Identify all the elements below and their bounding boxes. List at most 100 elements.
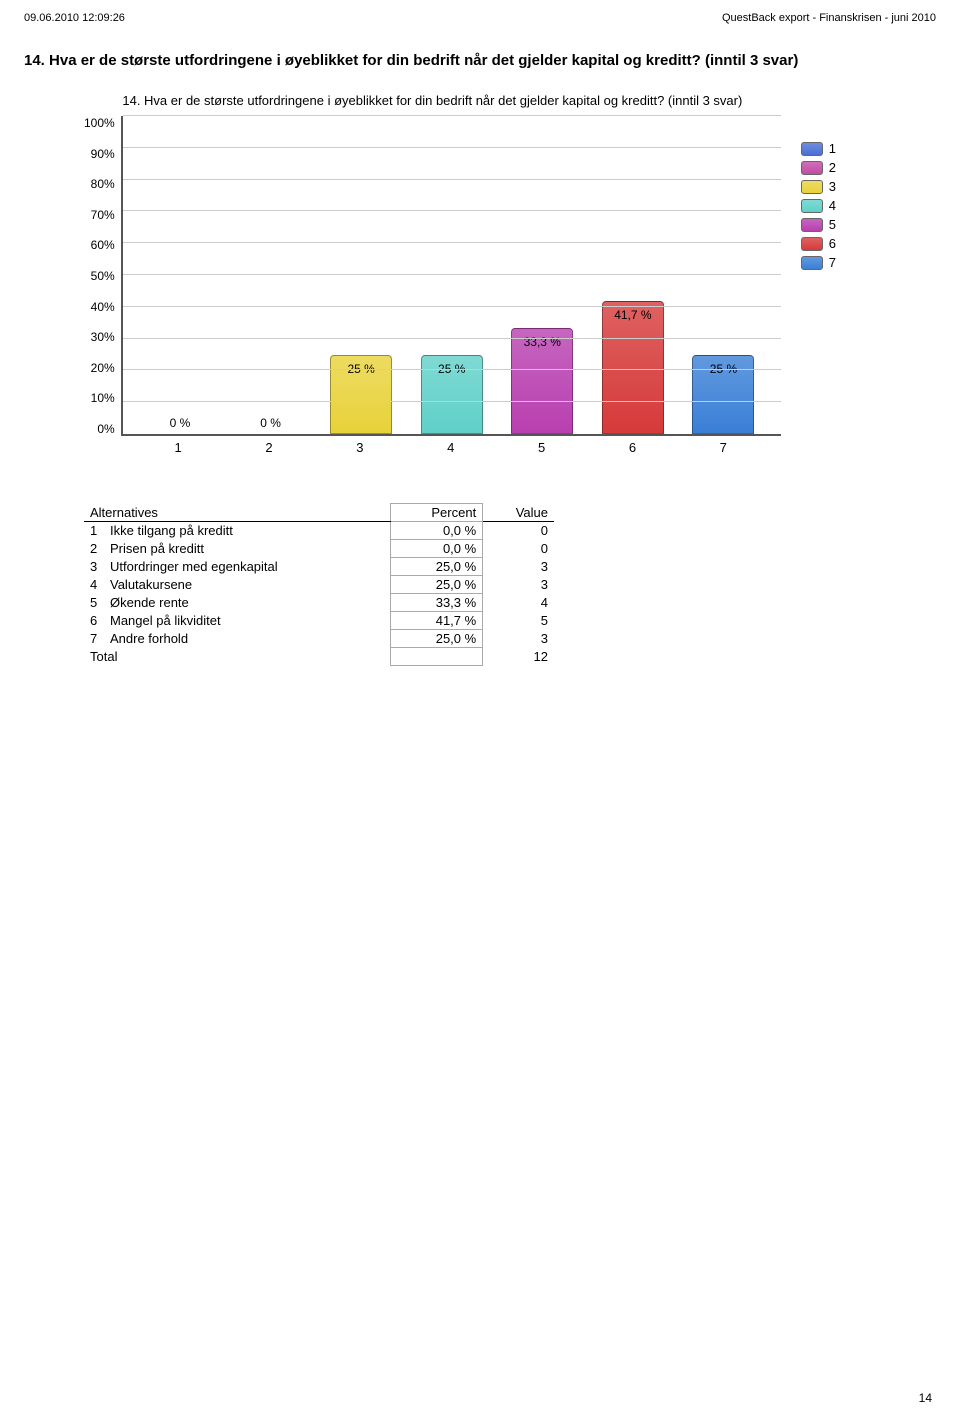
y-tick-label: 70% bbox=[84, 208, 115, 222]
legend-swatch bbox=[801, 256, 823, 270]
bar: 33,3 % bbox=[511, 328, 573, 434]
question-title: 14. Hva er de største utfordringene i øy… bbox=[24, 52, 936, 69]
table-row: 2Prisen på kreditt0,0 %0 bbox=[84, 540, 554, 558]
col-percent: Percent bbox=[391, 504, 483, 522]
x-tick-label: 6 bbox=[587, 440, 678, 455]
legend-label: 1 bbox=[829, 141, 836, 156]
row-percent: 25,0 % bbox=[391, 630, 483, 648]
bar-slot: 41,7 % bbox=[588, 116, 679, 434]
legend-label: 7 bbox=[829, 255, 836, 270]
legend-label: 2 bbox=[829, 160, 836, 175]
y-tick-label: 80% bbox=[84, 177, 115, 191]
data-table: Alternatives Percent Value 1Ikke tilgang… bbox=[84, 503, 554, 666]
gridline bbox=[123, 338, 781, 339]
row-value: 3 bbox=[483, 576, 554, 594]
legend-item: 1 bbox=[801, 141, 836, 156]
col-alternatives: Alternatives bbox=[84, 504, 391, 522]
y-tick-label: 10% bbox=[84, 391, 115, 405]
gridline bbox=[123, 401, 781, 402]
bar-value-label: 0 % bbox=[225, 416, 316, 430]
legend-item: 7 bbox=[801, 255, 836, 270]
legend-swatch bbox=[801, 218, 823, 232]
row-label: Andre forhold bbox=[104, 630, 391, 648]
legend-item: 5 bbox=[801, 217, 836, 232]
chart-container: 14. Hva er de største utfordringene i øy… bbox=[24, 93, 936, 455]
row-number: 2 bbox=[84, 540, 104, 558]
row-label: Mangel på likviditet bbox=[104, 612, 391, 630]
bar-slot: 0 % bbox=[135, 116, 226, 434]
y-tick-label: 20% bbox=[84, 361, 115, 375]
y-tick-label: 100% bbox=[84, 116, 115, 130]
legend-swatch bbox=[801, 237, 823, 251]
gridline bbox=[123, 115, 781, 116]
table-row: 5Økende rente33,3 %4 bbox=[84, 594, 554, 612]
bar-slot: 25 % bbox=[678, 116, 769, 434]
gridline bbox=[123, 306, 781, 307]
bar: 25 % bbox=[421, 355, 483, 435]
legend-swatch bbox=[801, 161, 823, 175]
table-total-row: Total 12 bbox=[84, 648, 554, 666]
total-value: 12 bbox=[483, 648, 554, 666]
y-tick-label: 90% bbox=[84, 147, 115, 161]
table-row: 4Valutakursene25,0 %3 bbox=[84, 576, 554, 594]
legend-item: 3 bbox=[801, 179, 836, 194]
row-number: 7 bbox=[84, 630, 104, 648]
gridline bbox=[123, 210, 781, 211]
chart-caption: 14. Hva er de største utfordringene i øy… bbox=[84, 93, 781, 108]
timestamp: 09.06.2010 12:09:26 bbox=[24, 12, 125, 24]
legend-swatch bbox=[801, 142, 823, 156]
table-row: 1Ikke tilgang på kreditt0,0 %0 bbox=[84, 522, 554, 540]
x-tick-label: 4 bbox=[405, 440, 496, 455]
table-row: 6Mangel på likviditet41,7 %5 bbox=[84, 612, 554, 630]
chart-bars: 0 %0 %25 %25 %33,3 %41,7 %25 % bbox=[123, 116, 781, 434]
gridline bbox=[123, 242, 781, 243]
bar-slot: 33,3 % bbox=[497, 116, 588, 434]
export-label: QuestBack export - Finanskrisen - juni 2… bbox=[722, 12, 936, 24]
row-label: Økende rente bbox=[104, 594, 391, 612]
gridline bbox=[123, 274, 781, 275]
row-number: 4 bbox=[84, 576, 104, 594]
row-label: Utfordringer med egenkapital bbox=[104, 558, 391, 576]
legend-label: 4 bbox=[829, 198, 836, 213]
bar: 25 % bbox=[330, 355, 392, 435]
bar-slot: 25 % bbox=[316, 116, 407, 434]
page-header: 09.06.2010 12:09:26 QuestBack export - F… bbox=[24, 12, 936, 24]
row-value: 5 bbox=[483, 612, 554, 630]
row-percent: 41,7 % bbox=[391, 612, 483, 630]
x-tick-label: 5 bbox=[496, 440, 587, 455]
legend-item: 2 bbox=[801, 160, 836, 175]
row-value: 3 bbox=[483, 630, 554, 648]
row-label: Valutakursene bbox=[104, 576, 391, 594]
row-percent: 25,0 % bbox=[391, 576, 483, 594]
x-tick-label: 7 bbox=[678, 440, 769, 455]
row-percent: 25,0 % bbox=[391, 558, 483, 576]
row-value: 4 bbox=[483, 594, 554, 612]
row-value: 3 bbox=[483, 558, 554, 576]
gridline bbox=[123, 147, 781, 148]
table-row: 3Utfordringer med egenkapital25,0 %3 bbox=[84, 558, 554, 576]
row-percent: 33,3 % bbox=[391, 594, 483, 612]
row-label: Prisen på kreditt bbox=[104, 540, 391, 558]
chart-area: 100%90%80%70%60%50%40%30%20%10%0% 0 %0 %… bbox=[84, 116, 781, 455]
legend-label: 6 bbox=[829, 236, 836, 251]
y-tick-label: 0% bbox=[84, 422, 115, 436]
row-value: 0 bbox=[483, 540, 554, 558]
y-axis-labels: 100%90%80%70%60%50%40%30%20%10%0% bbox=[84, 116, 121, 436]
x-tick-label: 2 bbox=[224, 440, 315, 455]
col-value: Value bbox=[483, 504, 554, 522]
y-tick-label: 30% bbox=[84, 330, 115, 344]
total-label: Total bbox=[84, 648, 391, 666]
legend-label: 3 bbox=[829, 179, 836, 194]
table-row: 7Andre forhold25,0 %3 bbox=[84, 630, 554, 648]
y-tick-label: 60% bbox=[84, 238, 115, 252]
row-number: 5 bbox=[84, 594, 104, 612]
row-value: 0 bbox=[483, 522, 554, 540]
legend-item: 4 bbox=[801, 198, 836, 213]
table-header-row: Alternatives Percent Value bbox=[84, 504, 554, 522]
bar-slot: 0 % bbox=[225, 116, 316, 434]
x-axis-labels: 1234567 bbox=[121, 440, 781, 455]
chart-plot: 0 %0 %25 %25 %33,3 %41,7 %25 % bbox=[121, 116, 781, 436]
chart-block: 14. Hva er de største utfordringene i øy… bbox=[84, 93, 781, 455]
bar: 25 % bbox=[692, 355, 754, 435]
row-percent: 0,0 % bbox=[391, 522, 483, 540]
